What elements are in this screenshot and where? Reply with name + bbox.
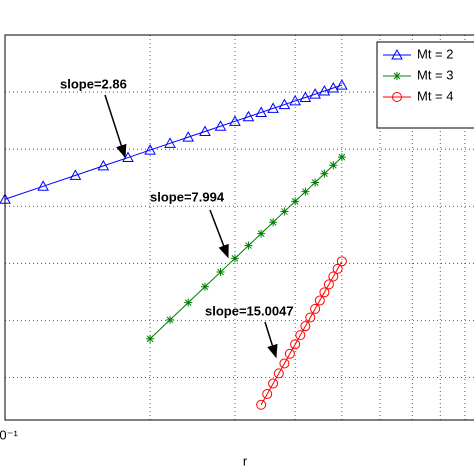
data-point (318, 84, 331, 96)
annotation: slope=7.994 (150, 189, 225, 204)
data-point (320, 169, 329, 178)
data-point (279, 358, 290, 369)
data-point (278, 98, 291, 110)
data-point (229, 115, 241, 126)
data-point (310, 303, 321, 314)
legend-label: Mt = 4 (417, 88, 454, 103)
data-point (299, 91, 312, 102)
data-point (214, 120, 227, 131)
data-point (305, 312, 316, 323)
series-line (260, 261, 343, 406)
data-point (314, 295, 325, 306)
data-point (337, 153, 346, 162)
data-point (309, 88, 321, 99)
annotation-arrow (209, 209, 229, 259)
legend-label: Mt = 2 (417, 46, 454, 61)
data-point (269, 218, 278, 227)
data-point (164, 137, 176, 148)
x-axis-label: r (243, 453, 248, 468)
data-point (311, 178, 320, 187)
legend-marker (391, 48, 403, 60)
data-point (291, 197, 300, 206)
data-point (336, 256, 347, 267)
data-point (230, 254, 239, 263)
series-line (149, 156, 343, 340)
data-point (280, 207, 289, 216)
data-point (268, 378, 279, 389)
axes-frame (4, 34, 474, 421)
data-point (166, 315, 175, 324)
data-point (244, 241, 253, 250)
annotation: slope=15.0047 (205, 303, 294, 318)
legend-marker (393, 72, 401, 80)
data-point (336, 79, 348, 90)
data-point (256, 399, 267, 410)
data-point (267, 102, 279, 113)
data-point (284, 348, 295, 359)
data-point (146, 334, 155, 343)
annotation: slope=2.86 (60, 76, 127, 91)
legend: Mt = 2 Mt = 3 Mt = 4 (376, 41, 474, 129)
data-point (328, 271, 339, 282)
data-point (262, 388, 273, 399)
data-point (182, 131, 195, 142)
data-point (97, 159, 110, 171)
annotation-arrow (264, 321, 278, 359)
data-point (184, 298, 193, 307)
data-point (329, 161, 338, 170)
data-point (295, 330, 306, 341)
data-point (289, 94, 302, 106)
data-point (300, 321, 311, 332)
data-point (144, 144, 156, 155)
annotation-arrow (104, 94, 127, 159)
data-point (216, 268, 225, 277)
legend-marker (392, 92, 402, 102)
data-point (255, 106, 267, 117)
plot-area (0, 79, 348, 410)
data-point (37, 180, 50, 191)
legend-label: Mt = 3 (417, 67, 454, 82)
data-point (301, 187, 310, 196)
data-point (323, 279, 334, 290)
data-point (273, 368, 284, 379)
data-point (290, 339, 301, 350)
data-point (257, 229, 266, 238)
x-tick-label: 10⁻¹ (0, 427, 18, 442)
data-point (327, 81, 340, 93)
data-point (199, 125, 211, 136)
data-point (242, 110, 255, 122)
data-point (332, 263, 343, 274)
data-point (69, 169, 82, 180)
data-point (200, 282, 209, 291)
data-point (319, 287, 330, 298)
